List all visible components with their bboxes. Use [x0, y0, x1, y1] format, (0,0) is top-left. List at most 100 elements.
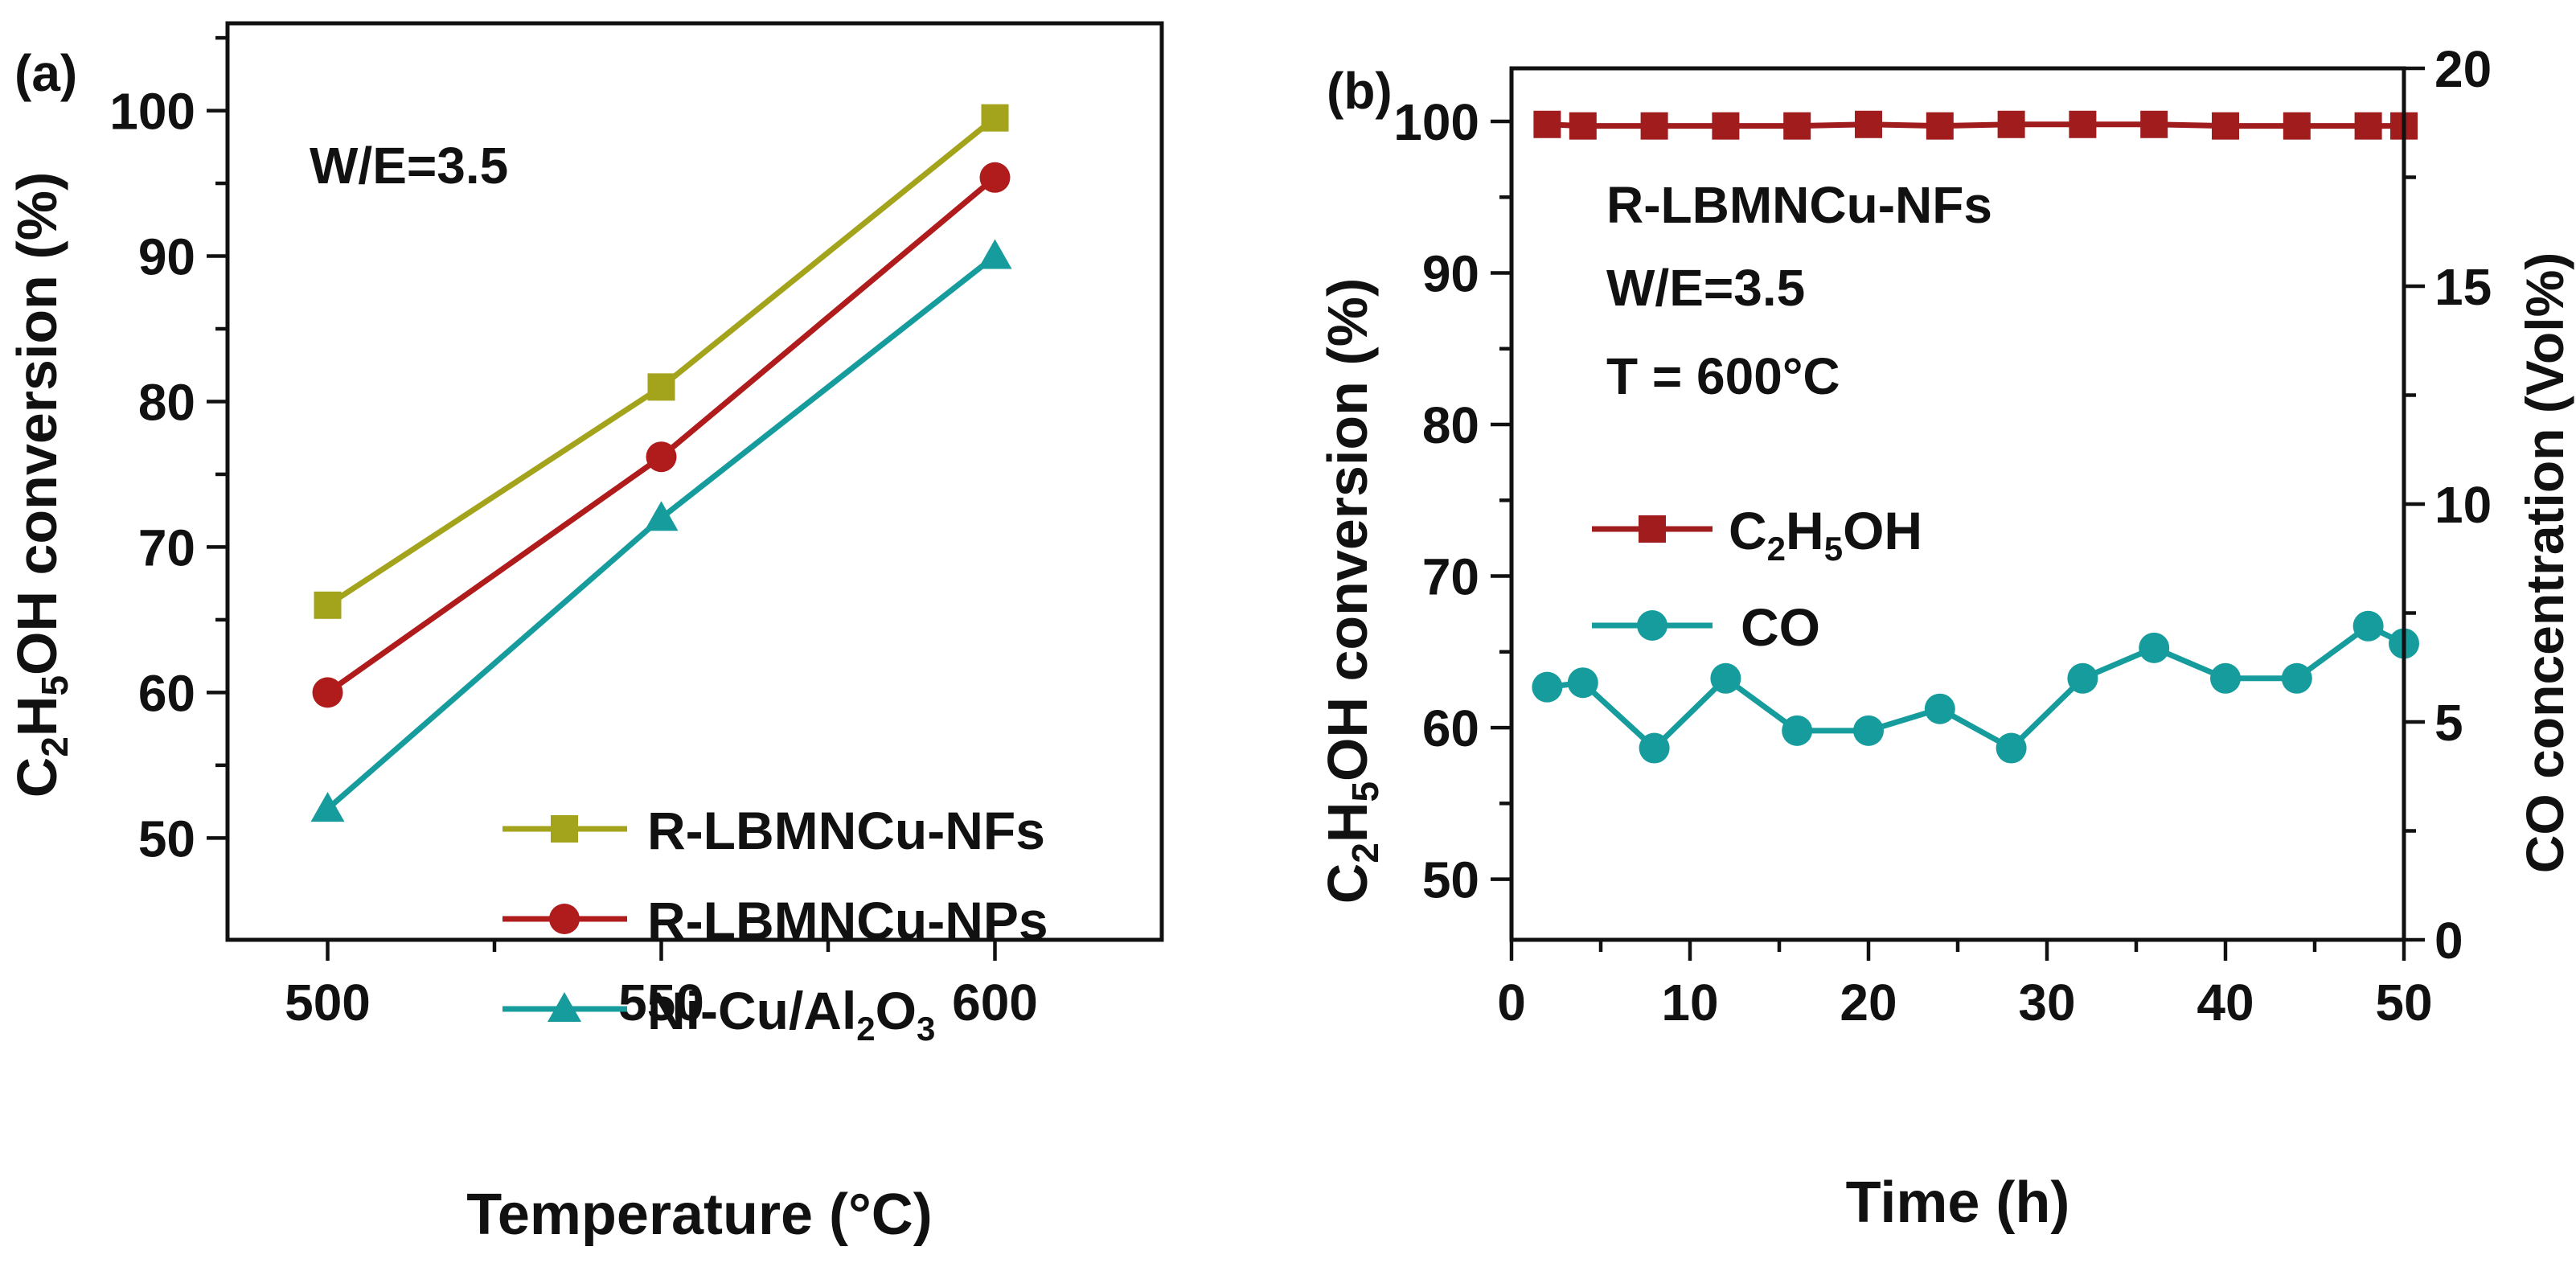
right-y-tick-label-5: 5: [2434, 694, 2463, 752]
panel-b-x-axis-title: Time (h): [1846, 1171, 2070, 1235]
panel-b: 0 10 20 30 40 50 50 60 70 80 90 100 0 5 10 15 20 (b) R-L…: [1316, 40, 2574, 1235]
data-point-r-lbmncu-nps-500: [312, 677, 343, 708]
left-y-tick-label-60: 60: [1422, 699, 1479, 757]
data-point-c2h5oh-36: [2140, 110, 2168, 138]
right-y-tick-label-10: 10: [2434, 476, 2492, 534]
panel-b-legend: C2H5OH CO: [1592, 501, 1922, 657]
legend-label-r-lbmncu-nfs: R-LBMNCu-NFs: [647, 801, 1045, 860]
data-point-co-44: [2281, 662, 2312, 694]
series-line-r-lbmncu-nps: [326, 175, 997, 695]
y-tick-label-80: 80: [138, 373, 195, 431]
legend-label-r-lbmncu-nps: R-LBMNCu-NPs: [647, 891, 1048, 950]
panel-a-ticks: 500 550 600 50 60 70 80 90 100: [109, 35, 1038, 1031]
data-point-c2h5oh-2: [1533, 110, 1561, 138]
data-point-co-4: [1567, 667, 1598, 699]
legend-item-ni-cu-al2o3: Ni-Cu/Al2O3: [502, 981, 935, 1048]
x-tick-label-30: 30: [2018, 974, 2075, 1031]
data-point-co-32: [2067, 662, 2098, 694]
series-line-co: [1546, 622, 2406, 752]
x-tick-label-10: 10: [1661, 974, 1718, 1031]
data-point-r-lbmncu-nfs-550: [647, 373, 675, 401]
data-point-c2h5oh-44: [2283, 112, 2311, 140]
legend-label-co: CO: [1741, 597, 1820, 657]
right-y-tick-label-15: 15: [2434, 258, 2492, 316]
data-point-co-28: [1996, 732, 2027, 764]
panel-b-annotation-sample: R-LBMNCu-NFs: [1606, 176, 1992, 234]
y-tick-label-70: 70: [138, 519, 195, 576]
x-tick-label-50: 50: [2375, 974, 2432, 1031]
panel-b-right-axis-title: CO concentration (Vol%): [2515, 252, 2574, 873]
data-point-c2h5oh-28: [1997, 110, 2025, 138]
data-point-c2h5oh-32: [2069, 110, 2097, 138]
x-tick-label-40: 40: [2197, 974, 2254, 1031]
y-tick-label-50: 50: [138, 810, 195, 867]
data-point-r-lbmncu-nps-600: [979, 162, 1011, 193]
left-y-tick-label-90: 90: [1422, 245, 1479, 303]
data-point-c2h5oh-48: [2354, 112, 2382, 140]
legend-item-co: CO: [1592, 597, 1820, 657]
y-tick-label-90: 90: [138, 228, 195, 286]
legend-marker-circle: [1637, 610, 1667, 641]
x-tick-label-550: 550: [618, 974, 704, 1031]
legend-label-c2h5oh: C2H5OH: [1729, 501, 1922, 568]
panel-a-plot-frame: [225, 21, 1164, 942]
right-y-tick-label-0: 0: [2434, 912, 2463, 970]
legend-item-c2h5oh: C2H5OH: [1592, 501, 1922, 568]
data-point-c2h5oh-40: [2212, 112, 2239, 140]
left-y-tick-label-80: 80: [1422, 396, 1479, 454]
x-tick-label-500: 500: [285, 974, 371, 1031]
data-point-c2h5oh-4: [1569, 112, 1597, 140]
data-point-c2h5oh-8: [1640, 112, 1668, 140]
panel-a-legend: R-LBMNCu-NFs R-LBMNCu-NPs Ni-Cu/Al2O3: [502, 801, 1048, 1048]
data-point-ni-cu-al2o3-500: [310, 792, 345, 822]
panel-a: 500 550 600 50 60 70 80 90 100 (a) W/E=3.5 Tempe…: [6, 21, 1164, 1247]
right-y-tick-label-20: 20: [2434, 40, 2492, 98]
panel-a-label: (a): [14, 44, 77, 102]
data-point-c2h5oh-12: [1712, 112, 1740, 140]
data-point-co-48: [2352, 610, 2384, 642]
panel-b-left-axis-title: C2H5OH conversion (%): [1316, 278, 1386, 904]
x-tick-label-0: 0: [1497, 974, 1526, 1031]
data-point-co-12: [1710, 662, 1741, 694]
data-point-r-lbmncu-nfs-500: [314, 591, 342, 619]
panel-a-x-axis-title: Temperature (°C): [466, 1183, 933, 1247]
x-tick-label-20: 20: [1840, 974, 1897, 1031]
data-point-c2h5oh-16: [1783, 112, 1811, 140]
series-line-ni-cu-al2o3: [326, 253, 997, 811]
data-point-r-lbmncu-nps-550: [646, 441, 677, 473]
panel-a-markers: [310, 104, 1012, 822]
panel-a-annotation: W/E=3.5: [310, 137, 508, 195]
left-y-tick-label-100: 100: [1393, 93, 1479, 151]
legend-marker-square: [551, 815, 578, 843]
data-point-ni-cu-al2o3-600: [978, 239, 1012, 269]
data-point-c2h5oh-24: [1926, 112, 1954, 140]
legend-item-r-lbmncu-nfs: R-LBMNCu-NFs: [502, 801, 1045, 860]
data-point-co-8: [1639, 732, 1670, 764]
panel-a-plot: [310, 104, 1012, 822]
panel-b-markers: [1532, 110, 2419, 764]
panel-b-label: (b): [1327, 62, 1393, 120]
data-point-co-40: [2210, 662, 2241, 694]
data-point-r-lbmncu-nfs-600: [981, 104, 1009, 132]
legend-marker-triangle: [548, 992, 581, 1022]
x-tick-label-600: 600: [952, 974, 1038, 1031]
data-point-ni-cu-al2o3-550: [644, 501, 679, 531]
legend-item-r-lbmncu-nps: R-LBMNCu-NPs: [502, 891, 1048, 950]
panel-b-annotation-ratio: W/E=3.5: [1606, 259, 1805, 317]
data-point-co-36: [2139, 632, 2170, 663]
panel-b-annotation-temperature: T = 600°C: [1606, 347, 1840, 405]
y-tick-label-60: 60: [138, 664, 195, 722]
panel-b-plot: [1532, 110, 2419, 764]
legend-marker-square: [1639, 515, 1666, 543]
data-point-c2h5oh-20: [1855, 110, 1882, 138]
y-tick-label-100: 100: [109, 83, 195, 141]
data-point-co-2: [1532, 671, 1563, 703]
data-point-co-24: [1924, 693, 1955, 724]
left-y-tick-label-70: 70: [1422, 548, 1479, 606]
left-y-tick-label-50: 50: [1422, 851, 1479, 909]
data-point-co-16: [1782, 715, 1813, 746]
data-point-co-20: [1853, 715, 1884, 746]
panel-a-y-axis-title: C2H5OH conversion (%): [6, 172, 76, 798]
panel-b-ticks: 0 10 20 30 40 50 50 60 70 80 90 100 0 5 10 15 20: [1393, 40, 2492, 1031]
